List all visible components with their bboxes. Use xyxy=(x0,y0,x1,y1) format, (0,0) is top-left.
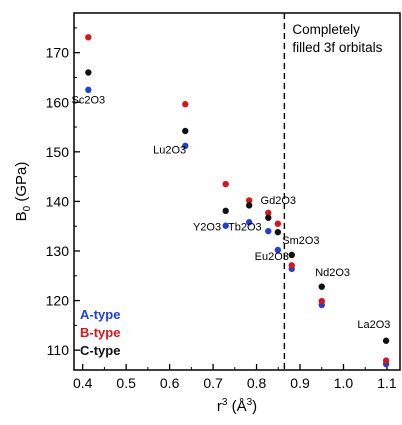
data-point-c-type xyxy=(274,228,282,236)
data-point-c-type xyxy=(85,69,92,76)
plot-border xyxy=(73,12,401,371)
y-tick-label: 120 xyxy=(46,293,70,309)
vline-label-line-1: Completely xyxy=(292,22,360,37)
data-point-b-type xyxy=(318,297,325,305)
data-point-a-type xyxy=(85,86,92,94)
data-point-b-type xyxy=(265,209,272,217)
x-tick-label: 0.6 xyxy=(160,375,180,391)
x-tick-label: 0.4 xyxy=(73,375,93,391)
compound-label: Lu2O3 xyxy=(153,144,186,156)
y-axis-label: B0 (GPa) xyxy=(13,162,33,222)
x-tick-label: 1.0 xyxy=(334,375,354,391)
y-tick-label: 170 xyxy=(46,45,70,61)
data-point-b-type xyxy=(182,101,189,108)
legend-entry: C-type xyxy=(80,343,120,358)
x-axis-label: r3 (Å3) xyxy=(217,397,257,415)
compound-label: Nd2O3 xyxy=(315,267,350,279)
data-point-c-type xyxy=(288,251,295,259)
x-tick-label: 0.7 xyxy=(203,375,223,391)
x-tick-label: 1.1 xyxy=(377,375,397,391)
y-axis-label-base: B xyxy=(13,211,30,221)
vline-label-line-2: filled 3f orbitals xyxy=(292,40,382,55)
compound-label: La2O3 xyxy=(357,319,390,331)
y-axis-label-sub: 0 xyxy=(22,205,33,211)
compound-label: Tb2O3 xyxy=(228,222,262,234)
data-point-a-type xyxy=(182,142,189,150)
x-axis-label-close: ) xyxy=(252,398,257,415)
data-point-a-type xyxy=(265,227,272,235)
compound-label: Sc2O3 xyxy=(72,95,106,107)
data-point-b-type xyxy=(274,220,282,227)
axis-ticks: 0.4 0.5 0.6 0.7 0.8 0.9 1.0 1.1 110 120 130 140 150 1… xyxy=(46,27,397,391)
data-point-c-type xyxy=(382,337,390,344)
data-point-b-type xyxy=(382,357,390,364)
data-point-c-type xyxy=(265,214,272,221)
y-tick-label: 130 xyxy=(46,243,70,259)
data-point-b-type xyxy=(222,180,229,188)
data-point-a-type xyxy=(245,219,253,226)
data-point-c-type xyxy=(222,207,229,215)
x-axis-label-base: r xyxy=(217,398,222,415)
compound-label: Gd2O3 xyxy=(261,195,296,207)
data-point-c-type xyxy=(318,283,325,290)
y-tick-label: 150 xyxy=(46,144,70,160)
data-point-c-type xyxy=(182,127,189,135)
y-tick-label: 110 xyxy=(47,342,70,358)
legend-entry: A-type xyxy=(80,307,120,322)
data-point-a-type xyxy=(222,222,229,229)
compound-label: Eu2O3 xyxy=(255,251,289,263)
x-tick-label: 0.5 xyxy=(116,375,136,391)
data-point-c-type xyxy=(245,202,253,209)
x-axis-label-sup: 3 xyxy=(222,397,228,408)
legend-entry: B-type xyxy=(80,325,120,340)
legend: A-type B-type C-type xyxy=(80,307,120,358)
x-axis-label-unit-sup: 3 xyxy=(247,397,253,408)
x-tick-label: 0.8 xyxy=(247,375,267,391)
y-tick-label: 160 xyxy=(46,94,70,110)
compound-label: Sm2O3 xyxy=(282,235,319,247)
plot-frame xyxy=(73,12,401,371)
data-point-a-type xyxy=(274,246,282,254)
compound-label: Y2O3 xyxy=(193,222,221,234)
data-point-b-type xyxy=(85,34,92,41)
compound-labels: Sc2O3 Lu2O3 Y2O3 Tb2O3 Gd2O3 Sm2O3 Eu2O3 Nd2O3 L… xyxy=(72,95,391,331)
data-point-b-type xyxy=(288,262,295,269)
y-tick-label: 140 xyxy=(46,193,70,209)
data-points xyxy=(85,34,390,368)
x-axis-label-unit: (Å xyxy=(227,398,246,415)
data-point-b-type xyxy=(245,197,253,204)
x-tick-label: 0.9 xyxy=(290,375,310,391)
y-axis-label-unit: (GPa) xyxy=(13,162,30,206)
